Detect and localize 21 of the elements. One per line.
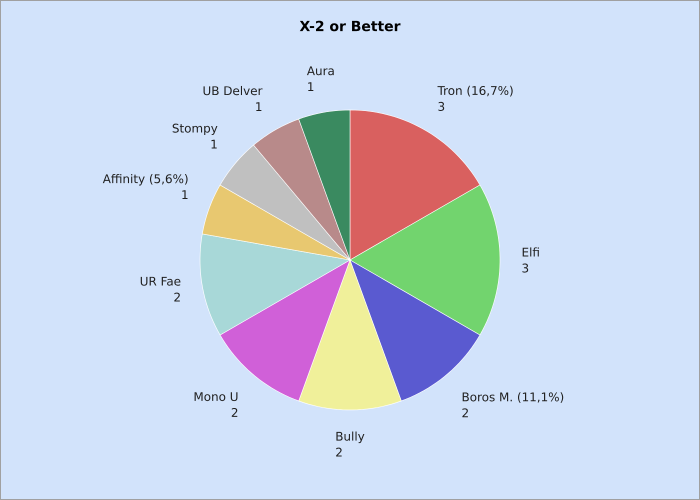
slice-label: Aura bbox=[306, 66, 334, 76]
slice-label: UB Delver bbox=[204, 86, 262, 96]
data-label: 1 bbox=[182, 190, 188, 200]
data-label: 2 bbox=[336, 448, 342, 457]
slice-label: UR Fae bbox=[140, 276, 180, 286]
slice-label: Elfi bbox=[522, 247, 539, 256]
data-label: 3 bbox=[438, 102, 444, 111]
slice-label: Stompy bbox=[172, 124, 218, 136]
chart-title: X-2 or Better bbox=[300, 20, 400, 32]
data-label: 1 bbox=[211, 140, 217, 148]
data-label: 2 bbox=[232, 408, 238, 417]
data-label: 3 bbox=[522, 264, 528, 273]
data-label: 2 bbox=[462, 408, 468, 418]
data-label: 1 bbox=[308, 82, 314, 92]
data-label: 1 bbox=[256, 102, 262, 111]
slice-label: Affinity (5,6%) bbox=[102, 174, 188, 186]
slice-label: Boros M. (11,1%) bbox=[462, 392, 564, 403]
slice-label: Bully bbox=[336, 432, 364, 444]
data-label: 2 bbox=[174, 292, 180, 302]
slice-label: Tron (16,7%) bbox=[437, 86, 513, 96]
slice-label: Mono U bbox=[194, 392, 238, 402]
